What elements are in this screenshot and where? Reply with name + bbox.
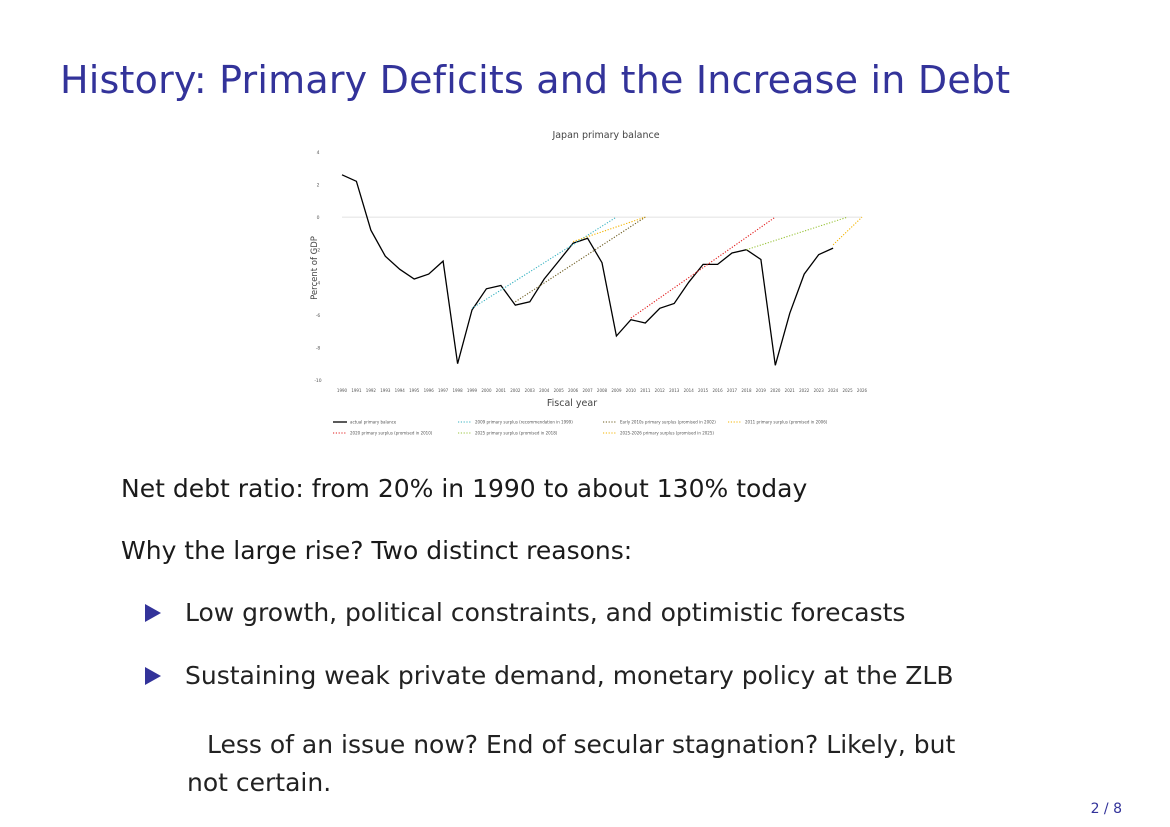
x-tick-label: 2006	[568, 388, 579, 393]
y-tick-label: -2	[316, 248, 321, 254]
x-tick-label: 2010	[626, 388, 637, 393]
x-tick-label: 2014	[684, 388, 695, 393]
x-tick-label: 2005	[554, 388, 565, 393]
x-tick-label: 2016	[712, 388, 723, 393]
page-number: 2 / 8	[1090, 801, 1122, 817]
legend-label-6: 2025 primary surplus (promised in 2018)	[475, 431, 558, 436]
x-tick-label: 2012	[655, 388, 666, 393]
y-tick-label: -8	[316, 345, 321, 351]
x-tick-label: 2023	[814, 388, 825, 393]
series-line-4	[572, 216, 646, 243]
x-tick-label: 1995	[409, 388, 420, 393]
y-tick-label: 0	[317, 215, 320, 221]
x-tick-label: 2024	[828, 388, 839, 393]
bullet-item-1: Low growth, political constraints, and o…	[145, 598, 905, 627]
x-axis-label: Fiscal year	[547, 398, 597, 409]
legend-label-2: 2009 primary surplus (recommendation in …	[475, 420, 573, 425]
y-tick-label: 4	[317, 150, 320, 156]
x-tick-label: 2022	[799, 388, 810, 393]
x-tick-label: 1992	[366, 388, 377, 393]
triangle-bullet-icon	[145, 603, 161, 622]
note-line-2: not certain.	[187, 768, 332, 797]
x-tick-label: 1994	[395, 388, 406, 393]
paragraph-net-debt: Net debt ratio: from 20% in 1990 to abou…	[121, 474, 808, 503]
y-axis-label: Percent of GDP	[310, 236, 320, 300]
x-tick-label: 2001	[496, 388, 507, 393]
series-line-1	[341, 174, 834, 366]
legend-label-3: Early 2010s primary surplus (promised in…	[620, 420, 716, 425]
bullet-text-1: Low growth, political constraints, and o…	[185, 598, 906, 627]
series-line-3	[514, 216, 646, 303]
x-tick-label: 2003	[525, 388, 536, 393]
slide-title: History: Primary Deficits and the Increa…	[60, 58, 1011, 102]
x-tick-label: 2019	[756, 388, 767, 393]
x-tick-label: 2015	[698, 388, 709, 393]
x-tick-label: 1991	[351, 388, 362, 393]
x-tick-label: 2007	[582, 388, 593, 393]
x-tick-label: 1990	[337, 388, 348, 393]
x-tick-label: 2026	[857, 388, 868, 393]
x-tick-label: 2021	[785, 388, 796, 393]
series-line-7	[832, 216, 863, 246]
y-tick-label: -6	[316, 313, 321, 319]
y-tick-label: 2	[317, 183, 320, 189]
x-tick-label: 2002	[510, 388, 521, 393]
x-tick-label: 1997	[438, 388, 449, 393]
x-tick-label: 1998	[452, 388, 463, 393]
x-tick-label: 2004	[539, 388, 550, 393]
x-tick-label: 2009	[611, 388, 622, 393]
series-line-5	[630, 216, 776, 319]
bullet-item-2: Sustaining weak private demand, monetary…	[145, 661, 954, 690]
x-tick-label: 2000	[481, 388, 492, 393]
series-line-6	[746, 216, 848, 251]
y-tick-label: -10	[314, 378, 321, 384]
x-tick-label: 2011	[640, 388, 651, 393]
chart-title: Japan primary balance	[551, 130, 659, 141]
x-tick-label: 2017	[727, 388, 738, 393]
y-tick-label: -4	[316, 280, 321, 286]
note-paragraph: Less of an issue now? End of secular sta…	[187, 726, 1087, 802]
legend-label-1: actual primary balance	[350, 420, 397, 425]
x-tick-label: 2013	[669, 388, 680, 393]
bullet-text-2: Sustaining weak private demand, monetary…	[185, 661, 954, 690]
legend-label-4: 2011 primary surplus (promised in 2006)	[745, 420, 828, 425]
x-tick-label: 2025	[842, 388, 853, 393]
legend-label-7: 2025-2026 primary surplus (promised in 2…	[620, 431, 714, 436]
x-tick-label: 2008	[597, 388, 608, 393]
note-line-1: Less of an issue now? End of secular sta…	[207, 730, 956, 759]
legend-label-5: 2020 primary surplus (promised in 2010)	[350, 431, 433, 436]
x-tick-label: 1999	[467, 388, 478, 393]
series-line-2	[471, 216, 617, 309]
x-tick-label: 2018	[741, 388, 752, 393]
x-tick-label: 1996	[424, 388, 435, 393]
triangle-bullet-icon	[145, 666, 161, 685]
paragraph-why-rise: Why the large rise? Two distinct reasons…	[121, 536, 633, 565]
x-tick-label: 2020	[770, 388, 781, 393]
primary-balance-chart: Japan primary balance 4 2 0 -2 -4 -6 -8 -10 Perce…	[310, 130, 868, 436]
x-tick-label: 1993	[380, 388, 391, 393]
